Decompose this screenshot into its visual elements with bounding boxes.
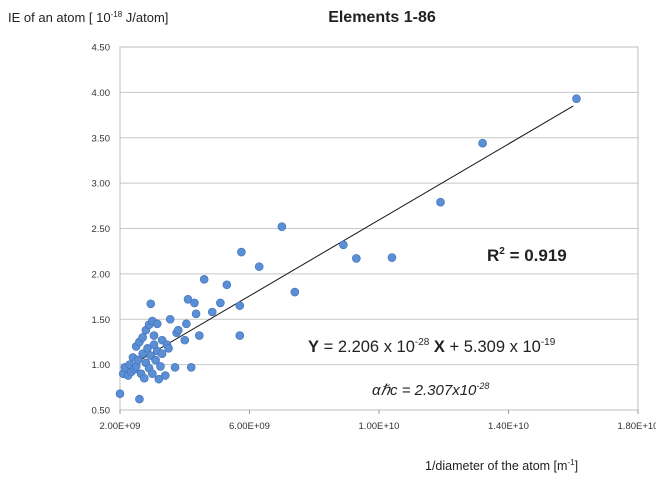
x-tick-label: 6.00E+09 [229, 421, 270, 432]
data-point [216, 298, 225, 308]
data-point [478, 138, 487, 148]
data-point [277, 222, 287, 231]
data-point [290, 287, 300, 297]
data-point [146, 299, 156, 309]
data-point [190, 298, 199, 308]
data-point [191, 309, 201, 319]
data-point [173, 325, 183, 335]
data-point [183, 294, 193, 304]
data-point [151, 355, 160, 365]
data-point [207, 307, 217, 317]
x-tick-label: 2.00E+09 [100, 421, 141, 432]
x-axis-ticks: 2.00E+09 6.00E+09 1.00E+10 1.40E+10 1.80E+10 [100, 410, 656, 432]
data-point [152, 319, 162, 329]
data-point [138, 333, 147, 342]
data-point [156, 362, 165, 371]
data-point [339, 240, 348, 250]
data-point [138, 349, 147, 359]
data-point [222, 280, 232, 290]
data-point [254, 262, 264, 271]
y-tick-label: 1.50 [92, 315, 111, 326]
data-point [237, 247, 246, 257]
data-point [149, 331, 159, 340]
y-axis-label: IE of an atom [ 10-18 J/atom] [8, 10, 168, 25]
chart-title: Elements 1-86 [328, 9, 436, 26]
x-tick-label: 1.00E+10 [359, 421, 400, 432]
data-point [186, 363, 196, 372]
y-tick-label: 1.00 [92, 360, 111, 371]
x-tick-label: 1.40E+10 [488, 421, 529, 432]
data-point [436, 197, 445, 207]
alpha-hbar-c-annotation: αℏc = 2.307x10-28 [372, 381, 489, 399]
data-point [161, 371, 170, 380]
data-point [195, 331, 204, 340]
data-point [143, 343, 152, 353]
x-axis-label: 1/diameter of the atom [m-1] [425, 458, 578, 473]
y-tick-label: 3.00 [92, 179, 111, 190]
y-tick-label: 0.50 [92, 406, 111, 417]
data-point [235, 301, 245, 310]
data-point [164, 343, 173, 353]
data-point [180, 335, 190, 345]
data-point [135, 394, 144, 404]
regression-equation: Y = 2.206 x 10-28 X + 5.309 x 10-19 [308, 337, 556, 356]
data-points [115, 94, 581, 404]
y-tick-label: 2.50 [92, 224, 111, 235]
data-point [182, 319, 191, 329]
data-point [133, 355, 143, 365]
trend-line [119, 105, 574, 373]
data-point [154, 374, 164, 384]
data-point [352, 254, 361, 263]
y-tick-label: 4.00 [92, 88, 111, 99]
data-point [235, 331, 245, 340]
y-tick-label: 2.00 [92, 269, 111, 280]
r-squared-annotation: R2 = 0.919 [487, 246, 567, 265]
data-point [165, 314, 175, 324]
data-point [199, 275, 209, 284]
data-point [157, 349, 167, 359]
x-tick-label: 1.80E+10 [618, 421, 656, 432]
y-tick-label: 4.50 [92, 43, 111, 54]
data-point [139, 373, 149, 383]
data-point [170, 363, 180, 372]
y-tick-label: 3.50 [92, 133, 111, 144]
data-point [572, 94, 581, 104]
data-point [387, 253, 397, 262]
data-point [115, 389, 125, 398]
data-point [148, 369, 157, 379]
y-axis-ticks: 0.50 1.00 1.50 2.00 2.50 3.00 3.50 4.00 4.50 [92, 43, 111, 417]
